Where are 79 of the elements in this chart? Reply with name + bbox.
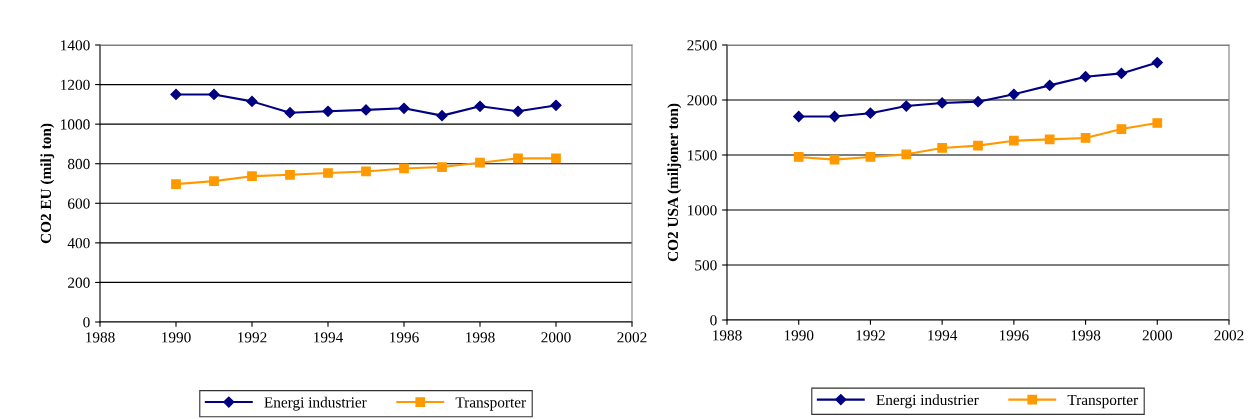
y-tick-label: 2500 — [687, 40, 717, 51]
legend-label: Transporter — [1067, 394, 1138, 409]
point — [512, 105, 524, 117]
x-tick-label: 1988 — [86, 332, 115, 343]
point — [864, 107, 877, 119]
point — [828, 110, 841, 123]
x-tick-label: 1996 — [999, 330, 1029, 341]
point — [246, 95, 258, 107]
point — [1079, 71, 1092, 83]
legend-label: Energi industrier — [876, 394, 979, 409]
point — [436, 110, 448, 122]
y-tick-label: 0 — [710, 315, 717, 326]
x-tick-label: 1990 — [784, 330, 814, 341]
x-tick-label: 2002 — [617, 332, 647, 343]
point — [399, 163, 409, 174]
y-tick-label: 1000 — [688, 205, 717, 216]
x-tick-label: 1992 — [856, 330, 885, 341]
y-axis-title: CO2 USA (miljoner ton) — [667, 103, 682, 262]
point — [1151, 56, 1163, 69]
x-tick-label: 2000 — [1142, 330, 1172, 341]
x-tick-label: 2002 — [1214, 330, 1244, 341]
x-tick-label: 1998 — [1071, 330, 1101, 341]
x-tick-label: 1990 — [162, 332, 191, 343]
point — [1116, 124, 1127, 134]
point — [247, 171, 257, 182]
point — [793, 110, 805, 123]
point — [209, 176, 219, 186]
point — [865, 152, 876, 162]
point — [901, 149, 912, 160]
x-tick-label: 1994 — [314, 332, 344, 343]
y-tick-label: 1000 — [61, 119, 90, 130]
y-tick-label: 1200 — [61, 79, 90, 91]
y-tick-label: 0 — [83, 317, 90, 328]
point — [973, 140, 983, 151]
point — [170, 88, 182, 101]
point — [551, 153, 561, 164]
point — [1044, 79, 1056, 91]
point — [398, 102, 410, 114]
y-tick-label: 500 — [695, 260, 717, 271]
y-tick-label: 1500 — [688, 150, 717, 161]
y-tick-label: 1400 — [61, 40, 90, 51]
point — [474, 100, 486, 112]
point — [361, 166, 371, 177]
point — [1044, 134, 1055, 145]
point — [208, 88, 220, 101]
point — [1008, 135, 1019, 146]
y-tick-label: 400 — [67, 238, 90, 249]
point — [437, 162, 447, 172]
x-tick-label: 1988 — [713, 330, 742, 341]
point — [360, 104, 372, 116]
point — [550, 99, 562, 111]
point — [285, 169, 295, 180]
legend-label: Transporter — [455, 397, 526, 411]
point — [936, 97, 948, 109]
point — [1008, 88, 1020, 100]
y-tick-label: 600 — [68, 198, 90, 209]
point — [475, 157, 485, 168]
point — [322, 105, 334, 117]
y-tick-label: 200 — [68, 277, 90, 288]
x-tick-label: 1992 — [238, 332, 267, 343]
point — [171, 179, 181, 189]
point — [284, 107, 296, 119]
point — [937, 143, 948, 153]
point — [1152, 118, 1163, 128]
point — [1080, 133, 1091, 143]
point — [793, 152, 804, 162]
point — [900, 100, 912, 112]
x-tick-label: 1998 — [466, 332, 495, 343]
point — [513, 153, 523, 164]
x-tick-label: 2000 — [541, 332, 571, 343]
x-tick-label: 1994 — [928, 330, 958, 341]
y-tick-label: 2000 — [687, 95, 717, 106]
y-axis-title: CO2 EU (milj ton) — [40, 123, 55, 244]
point — [323, 168, 333, 178]
y-tick-label: 800 — [67, 158, 90, 170]
point — [972, 96, 984, 108]
x-tick-label: 1996 — [390, 332, 419, 343]
point — [1115, 67, 1128, 79]
legend-label: Energi industrier — [264, 396, 367, 411]
